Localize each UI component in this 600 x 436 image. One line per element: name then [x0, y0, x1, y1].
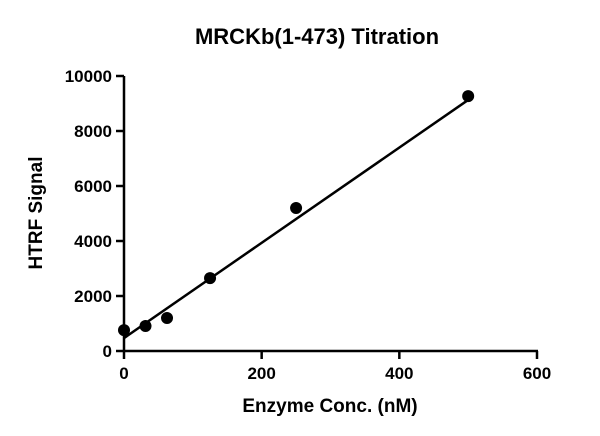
y-axis-label: HTRF Signal — [26, 157, 47, 270]
axes — [122, 76, 538, 353]
y-tick-label: 10000 — [65, 67, 112, 86]
fit-line — [123, 98, 469, 340]
y-ticks: 0 2000 4000 6000 8000 10000 — [65, 67, 124, 361]
data-point — [290, 202, 303, 214]
x-tick-label: 600 — [523, 364, 551, 383]
x-ticks: 0 200 400 600 — [119, 351, 551, 383]
y-tick-label: 8000 — [74, 122, 112, 141]
chart-title: MRCKb(1-473) Titration — [195, 24, 439, 49]
data-point — [118, 324, 130, 337]
data-points — [118, 90, 475, 337]
x-tick-label: 0 — [119, 364, 128, 383]
x-tick-label: 400 — [385, 364, 413, 383]
data-point — [462, 90, 475, 103]
x-tick-label: 200 — [247, 364, 275, 383]
y-tick-label: 2000 — [74, 287, 112, 306]
data-point — [139, 319, 152, 332]
y-tick-label: 4000 — [74, 232, 112, 251]
y-tick-label: 0 — [103, 342, 112, 361]
data-point — [161, 312, 174, 324]
data-point — [204, 272, 217, 285]
y-tick-label: 6000 — [74, 177, 112, 196]
x-axis-label: Enzyme Conc. (nM) — [242, 396, 417, 417]
